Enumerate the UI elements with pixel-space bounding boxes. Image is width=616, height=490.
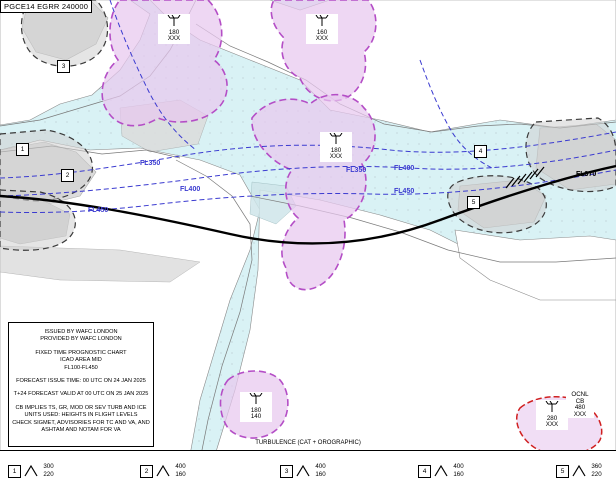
info-line-4: FL100-FL450 bbox=[64, 364, 98, 371]
cb-symbol-1: 180 XXX bbox=[158, 14, 190, 44]
turbulence-area-box-2[interactable]: 2 bbox=[61, 169, 74, 182]
info-line-0: ISSUED BY WAFC LONDON bbox=[44, 329, 118, 335]
turb-base-3: 160 bbox=[315, 471, 326, 478]
info-line-8: UNITS USED: HEIGHTS IN FLIGHT LEVELS bbox=[24, 412, 138, 419]
ocnl-line-0: OCNL bbox=[571, 391, 589, 398]
cb-base-4: 140 bbox=[250, 413, 262, 421]
cb-symbol-5: 280 XXX bbox=[536, 400, 568, 430]
turbulence-legend-num-3: 3 bbox=[280, 465, 293, 478]
ocnl-line-3: XXX bbox=[573, 410, 587, 418]
info-line-7: CB IMPLIES TS, GR, MOD OR SEV TURB AND I… bbox=[15, 404, 147, 411]
info-line-9: CHECK SIGMET, ADVISORIES FOR TC AND VA, … bbox=[12, 419, 150, 426]
turbulence-area-4 bbox=[525, 117, 616, 193]
cb-top-1: 180 bbox=[168, 28, 180, 36]
info-line-5: FORECAST ISSUE TIME: 00 UTC ON 24 JAN 20… bbox=[16, 378, 146, 385]
fl-label-4: FL400 bbox=[394, 165, 415, 172]
turbulence-symbol-icon bbox=[24, 464, 38, 477]
turb-top-5: 360 bbox=[591, 463, 602, 470]
turbulence-symbol-icon bbox=[434, 464, 448, 477]
fl-label-3: FL350 bbox=[346, 167, 367, 174]
turbulence-legend-item-4[interactable]: 4 400 160 bbox=[418, 459, 464, 485]
info-line-6: T+24 FORECAST VALID AT 00 UTC ON 25 JAN … bbox=[13, 391, 149, 398]
cb-top-4: 180 bbox=[250, 406, 262, 414]
turbulence-legend-num-2: 2 bbox=[140, 465, 153, 478]
turbulence-legend-item-2[interactable]: 2 400 160 bbox=[140, 459, 186, 485]
turb-top-4: 400 bbox=[453, 463, 464, 470]
cb-base-5: XXX bbox=[545, 421, 559, 429]
turb-top-1: 300 bbox=[43, 463, 54, 470]
ocnl-line-2: 480 bbox=[574, 404, 586, 412]
cb-top-5: 280 bbox=[546, 414, 558, 422]
cb-base-1: XXX bbox=[167, 35, 181, 43]
tropopause-line-left bbox=[109, 0, 197, 151]
cb-area-northwest bbox=[101, 0, 228, 127]
chart-header-label: PGCE14 EGRR 240000 bbox=[0, 0, 93, 13]
turbulence-legend-item-1[interactable]: 1 300 220 bbox=[8, 459, 54, 485]
info-line-2: FIXED TIME PROGNOSTIC CHART bbox=[35, 349, 127, 356]
fl-label-5: FL450 bbox=[394, 188, 415, 195]
turbulence-area-box-5[interactable]: 5 bbox=[467, 196, 480, 209]
turb-base-1: 220 bbox=[43, 471, 54, 478]
turb-top-2: 400 bbox=[175, 463, 186, 470]
ocnl-cb-label: OCNL CB 480 XXX bbox=[566, 391, 594, 419]
turbulence-area-box-3[interactable]: 3 bbox=[57, 60, 70, 73]
turbulence-legend-num-5: 5 bbox=[556, 465, 569, 478]
cb-base-2: XXX bbox=[315, 35, 329, 43]
turbulence-legend-item-5[interactable]: 5 360 220 bbox=[556, 459, 602, 485]
fl350-line bbox=[0, 131, 616, 179]
turb-top-3: 400 bbox=[315, 463, 326, 470]
turbulence-legend-num-1: 1 bbox=[8, 465, 21, 478]
cb-symbol-2: 160 XXX bbox=[306, 14, 338, 44]
turbulence-area-2 bbox=[0, 189, 76, 251]
cb-base-3: XXX bbox=[329, 153, 343, 161]
chart-info-panel: ISSUED BY WAFC LONDON PROVIDED BY WAFC L… bbox=[8, 322, 154, 447]
tropopause-line-right bbox=[419, 59, 493, 169]
turbulence-symbol-icon bbox=[572, 464, 586, 477]
jet-stream-barbs bbox=[505, 166, 545, 189]
turbulence-legend-values-1: 300 220 bbox=[43, 463, 53, 479]
cb-glyph-icon bbox=[545, 400, 559, 412]
cb-glyph-icon bbox=[329, 132, 343, 144]
fl-label-6: FL370 bbox=[576, 171, 597, 178]
turbulence-legend-bar: TURBULENCE (CAT + OROGRAPHIC) 1 300 220 … bbox=[0, 440, 616, 490]
turbulence-legend-values-5: 360 220 bbox=[591, 463, 601, 479]
turbulence-symbol-icon bbox=[296, 464, 310, 477]
jet-stream-axis bbox=[0, 164, 616, 245]
info-line-3: ICAO AREA MID bbox=[60, 357, 102, 364]
turbulence-area-box-4[interactable]: 4 bbox=[474, 145, 487, 158]
cb-area-north bbox=[270, 0, 377, 102]
turb-base-5: 220 bbox=[591, 471, 602, 478]
turbulence-legend-values-2: 400 160 bbox=[175, 463, 185, 479]
info-line-10: ASHTAM AND NOTAM FOR VA bbox=[41, 427, 121, 434]
turbulence-area-5 bbox=[447, 175, 547, 234]
cb-symbol-3: 180 XXX bbox=[320, 132, 352, 162]
turb-base-4: 160 bbox=[453, 471, 464, 478]
turbulence-area-box-1[interactable]: 1 bbox=[16, 143, 29, 156]
ocnl-line-1: CB bbox=[575, 397, 585, 405]
fl400-line bbox=[0, 149, 616, 197]
turbulence-legend-title: TURBULENCE (CAT + OROGRAPHIC) bbox=[255, 440, 361, 446]
fl-label-2: FL450 bbox=[88, 207, 109, 214]
turbulence-area-3 bbox=[20, 0, 109, 67]
info-line-1: PROVIDED BY WAFC LONDON bbox=[40, 336, 122, 343]
turbulence-legend-num-4: 4 bbox=[418, 465, 431, 478]
cb-glyph-icon bbox=[315, 14, 329, 26]
turb-base-2: 160 bbox=[175, 471, 186, 478]
turbulence-legend-values-4: 400 160 bbox=[453, 463, 463, 479]
fl-label-0: FL350 bbox=[140, 160, 161, 167]
cb-glyph-icon bbox=[249, 392, 263, 404]
cb-symbol-4: 180 140 bbox=[240, 392, 272, 422]
turbulence-legend-values-3: 400 160 bbox=[315, 463, 325, 479]
cb-top-3: 180 bbox=[330, 146, 342, 154]
fl-label-1: FL400 bbox=[180, 186, 201, 193]
cb-top-2: 160 bbox=[316, 28, 328, 36]
turbulence-symbol-icon bbox=[156, 464, 170, 477]
cb-glyph-icon bbox=[167, 14, 181, 26]
turbulence-legend-item-3[interactable]: 3 400 160 bbox=[280, 459, 326, 485]
